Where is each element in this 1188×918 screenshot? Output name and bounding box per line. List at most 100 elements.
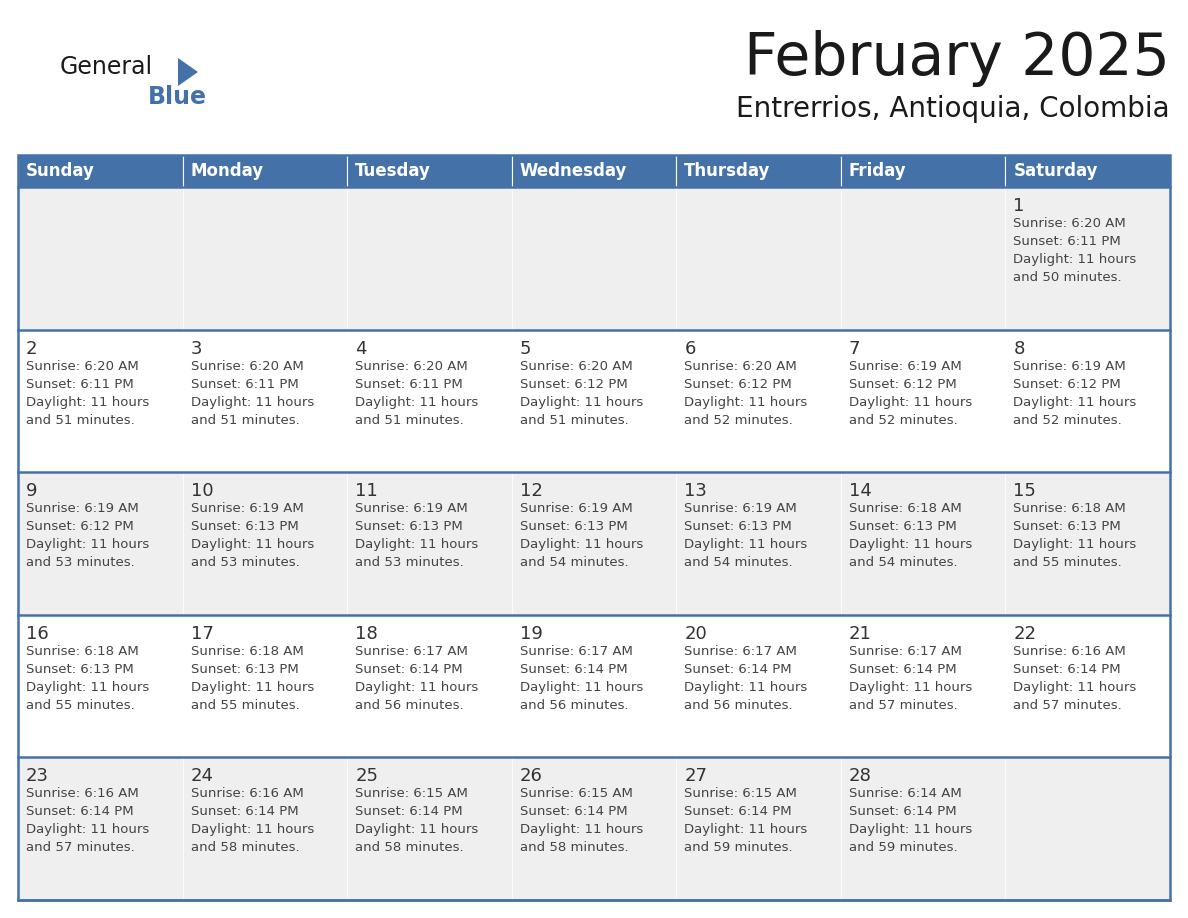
Text: Sunset: 6:13 PM: Sunset: 6:13 PM: [190, 521, 298, 533]
Text: Daylight: 11 hours: Daylight: 11 hours: [519, 681, 643, 694]
Text: and 51 minutes.: and 51 minutes.: [355, 414, 463, 427]
Text: Sunset: 6:12 PM: Sunset: 6:12 PM: [1013, 377, 1121, 390]
Text: Sunset: 6:14 PM: Sunset: 6:14 PM: [1013, 663, 1121, 676]
Text: 15: 15: [1013, 482, 1036, 500]
Text: Sunrise: 6:19 AM: Sunrise: 6:19 AM: [355, 502, 468, 515]
Text: 26: 26: [519, 767, 543, 786]
Text: 8: 8: [1013, 340, 1025, 358]
Text: 4: 4: [355, 340, 367, 358]
Text: Daylight: 11 hours: Daylight: 11 hours: [355, 396, 479, 409]
Text: Blue: Blue: [148, 85, 207, 109]
Text: Daylight: 11 hours: Daylight: 11 hours: [355, 681, 479, 694]
Bar: [512, 155, 676, 187]
Text: Daylight: 11 hours: Daylight: 11 hours: [684, 538, 808, 551]
Text: Daylight: 11 hours: Daylight: 11 hours: [26, 681, 150, 694]
Bar: [183, 472, 347, 615]
Text: 2: 2: [26, 340, 38, 358]
Bar: [18, 615, 183, 757]
Text: Daylight: 11 hours: Daylight: 11 hours: [684, 681, 808, 694]
Text: 17: 17: [190, 625, 214, 643]
Text: Sunday: Sunday: [26, 162, 95, 180]
Text: Sunrise: 6:17 AM: Sunrise: 6:17 AM: [684, 644, 797, 658]
Text: Sunset: 6:14 PM: Sunset: 6:14 PM: [26, 805, 133, 819]
Text: and 58 minutes.: and 58 minutes.: [190, 842, 299, 855]
Bar: [512, 472, 676, 615]
Bar: [841, 757, 1005, 900]
Text: 5: 5: [519, 340, 531, 358]
Text: 18: 18: [355, 625, 378, 643]
Text: Sunset: 6:12 PM: Sunset: 6:12 PM: [684, 377, 792, 390]
Text: 10: 10: [190, 482, 213, 500]
Text: Sunrise: 6:20 AM: Sunrise: 6:20 AM: [26, 360, 139, 373]
Bar: [183, 757, 347, 900]
Bar: [841, 330, 1005, 472]
Text: Daylight: 11 hours: Daylight: 11 hours: [1013, 396, 1137, 409]
Text: Sunrise: 6:19 AM: Sunrise: 6:19 AM: [849, 360, 961, 373]
Text: 20: 20: [684, 625, 707, 643]
Text: and 56 minutes.: and 56 minutes.: [355, 699, 463, 711]
Text: Sunrise: 6:18 AM: Sunrise: 6:18 AM: [190, 644, 303, 658]
Text: and 59 minutes.: and 59 minutes.: [684, 842, 792, 855]
Text: and 57 minutes.: and 57 minutes.: [1013, 699, 1123, 711]
Text: Sunset: 6:11 PM: Sunset: 6:11 PM: [26, 377, 134, 390]
Bar: [183, 615, 347, 757]
Text: 21: 21: [849, 625, 872, 643]
Text: Sunset: 6:14 PM: Sunset: 6:14 PM: [684, 805, 792, 819]
Bar: [18, 330, 183, 472]
Text: Sunrise: 6:20 AM: Sunrise: 6:20 AM: [1013, 217, 1126, 230]
Text: and 52 minutes.: and 52 minutes.: [1013, 414, 1123, 427]
Text: Sunrise: 6:19 AM: Sunrise: 6:19 AM: [684, 502, 797, 515]
Text: 22: 22: [1013, 625, 1036, 643]
Text: and 56 minutes.: and 56 minutes.: [519, 699, 628, 711]
Text: and 52 minutes.: and 52 minutes.: [684, 414, 794, 427]
Bar: [183, 330, 347, 472]
Bar: [347, 187, 512, 330]
Text: Sunrise: 6:15 AM: Sunrise: 6:15 AM: [519, 788, 632, 800]
Text: and 54 minutes.: and 54 minutes.: [519, 556, 628, 569]
Text: Sunrise: 6:17 AM: Sunrise: 6:17 AM: [355, 644, 468, 658]
Text: and 55 minutes.: and 55 minutes.: [190, 699, 299, 711]
Text: General: General: [61, 55, 153, 79]
Text: Sunset: 6:14 PM: Sunset: 6:14 PM: [849, 663, 956, 676]
Bar: [676, 615, 841, 757]
Text: Daylight: 11 hours: Daylight: 11 hours: [26, 823, 150, 836]
Text: 14: 14: [849, 482, 872, 500]
Text: 16: 16: [26, 625, 49, 643]
Text: 25: 25: [355, 767, 378, 786]
Text: Daylight: 11 hours: Daylight: 11 hours: [684, 396, 808, 409]
Text: Daylight: 11 hours: Daylight: 11 hours: [519, 823, 643, 836]
Bar: [183, 155, 347, 187]
Text: 3: 3: [190, 340, 202, 358]
Bar: [512, 757, 676, 900]
Bar: [841, 155, 1005, 187]
Text: and 50 minutes.: and 50 minutes.: [1013, 271, 1121, 284]
Text: and 51 minutes.: and 51 minutes.: [26, 414, 134, 427]
Bar: [347, 330, 512, 472]
Text: Sunset: 6:14 PM: Sunset: 6:14 PM: [519, 805, 627, 819]
Text: Entrerrios, Antioquia, Colombia: Entrerrios, Antioquia, Colombia: [737, 95, 1170, 123]
Text: Sunrise: 6:16 AM: Sunrise: 6:16 AM: [1013, 644, 1126, 658]
Text: and 59 minutes.: and 59 minutes.: [849, 842, 958, 855]
Text: 1: 1: [1013, 197, 1025, 215]
Text: Sunrise: 6:20 AM: Sunrise: 6:20 AM: [684, 360, 797, 373]
Text: Sunset: 6:13 PM: Sunset: 6:13 PM: [190, 663, 298, 676]
Text: and 57 minutes.: and 57 minutes.: [26, 842, 134, 855]
Text: Sunset: 6:13 PM: Sunset: 6:13 PM: [684, 521, 792, 533]
Bar: [347, 155, 512, 187]
Bar: [512, 330, 676, 472]
Text: Sunrise: 6:19 AM: Sunrise: 6:19 AM: [26, 502, 139, 515]
Bar: [1005, 615, 1170, 757]
Text: and 51 minutes.: and 51 minutes.: [519, 414, 628, 427]
Bar: [841, 472, 1005, 615]
Text: Friday: Friday: [849, 162, 906, 180]
Text: Sunset: 6:11 PM: Sunset: 6:11 PM: [355, 377, 463, 390]
Text: and 51 minutes.: and 51 minutes.: [190, 414, 299, 427]
Text: Sunset: 6:14 PM: Sunset: 6:14 PM: [684, 663, 792, 676]
Text: Sunset: 6:12 PM: Sunset: 6:12 PM: [26, 521, 134, 533]
Text: Daylight: 11 hours: Daylight: 11 hours: [1013, 681, 1137, 694]
Text: Sunrise: 6:18 AM: Sunrise: 6:18 AM: [849, 502, 961, 515]
Text: and 53 minutes.: and 53 minutes.: [190, 556, 299, 569]
Text: and 56 minutes.: and 56 minutes.: [684, 699, 792, 711]
Bar: [1005, 330, 1170, 472]
Text: Daylight: 11 hours: Daylight: 11 hours: [1013, 253, 1137, 266]
